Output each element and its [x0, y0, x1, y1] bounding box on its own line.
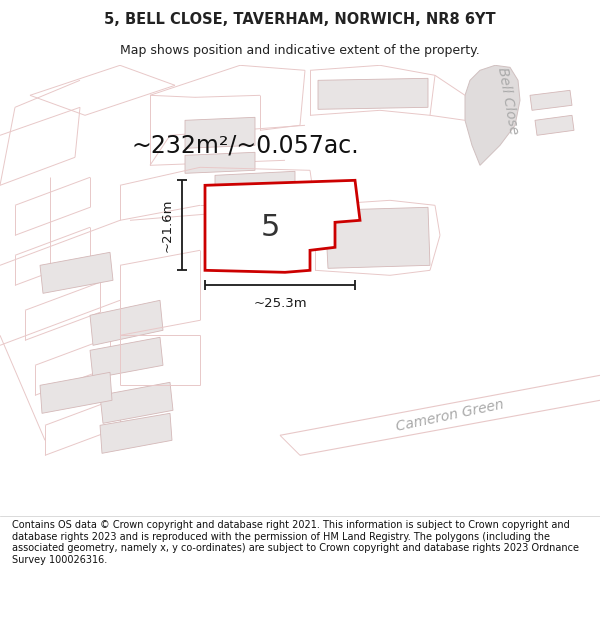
- Text: ~232m²/~0.057ac.: ~232m²/~0.057ac.: [131, 133, 359, 158]
- Text: Map shows position and indicative extent of the property.: Map shows position and indicative extent…: [120, 44, 480, 58]
- Polygon shape: [40, 372, 112, 413]
- Text: 5: 5: [260, 213, 280, 242]
- Text: 5, BELL CLOSE, TAVERHAM, NORWICH, NR8 6YT: 5, BELL CLOSE, TAVERHAM, NORWICH, NR8 6Y…: [104, 12, 496, 27]
- Polygon shape: [100, 382, 173, 423]
- Polygon shape: [100, 413, 172, 453]
- Polygon shape: [185, 118, 255, 148]
- Polygon shape: [465, 65, 520, 165]
- Polygon shape: [530, 90, 572, 110]
- Polygon shape: [40, 253, 113, 293]
- Text: Contains OS data © Crown copyright and database right 2021. This information is : Contains OS data © Crown copyright and d…: [12, 520, 579, 565]
- Text: ~25.3m: ~25.3m: [253, 298, 307, 310]
- Polygon shape: [535, 115, 574, 135]
- Polygon shape: [185, 152, 255, 173]
- Polygon shape: [215, 171, 295, 199]
- Text: Cameron Green: Cameron Green: [395, 397, 505, 434]
- Polygon shape: [325, 208, 430, 268]
- Polygon shape: [90, 300, 163, 345]
- Polygon shape: [90, 338, 163, 378]
- Polygon shape: [205, 180, 360, 272]
- Text: ~21.6m: ~21.6m: [161, 199, 174, 252]
- Polygon shape: [318, 78, 428, 109]
- Text: Bell Close: Bell Close: [495, 66, 521, 135]
